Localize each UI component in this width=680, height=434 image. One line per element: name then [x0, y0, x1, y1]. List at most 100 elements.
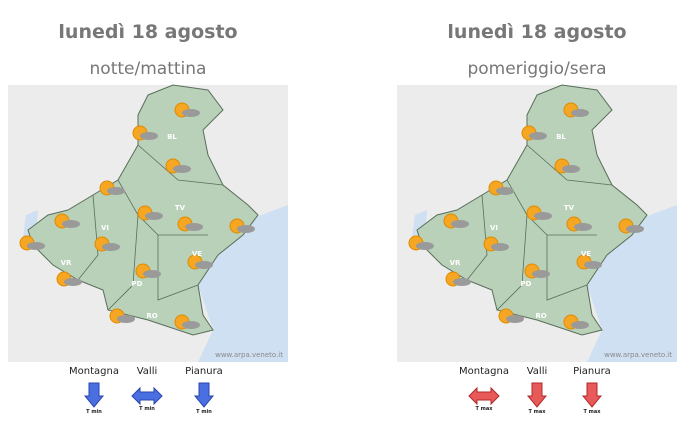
weather-icon	[94, 236, 120, 252]
weather-icon	[576, 254, 602, 270]
map-credit: www.arpa.veneto.it	[215, 351, 283, 359]
province-label: TV	[564, 204, 575, 212]
cloud	[195, 261, 213, 269]
trend-arrow	[468, 386, 500, 406]
weather-icon	[109, 308, 135, 324]
weather-icon	[132, 125, 158, 141]
weather-icon	[174, 102, 200, 118]
legend-label: Valli	[137, 366, 158, 377]
weather-icon	[618, 218, 644, 234]
cloud	[64, 278, 82, 286]
weather-icon	[524, 263, 550, 279]
weather-icon	[99, 180, 125, 196]
province-label: PD	[521, 280, 532, 288]
cloud	[584, 261, 602, 269]
cloud	[496, 187, 514, 195]
weather-icon	[54, 213, 80, 229]
cloud	[145, 212, 163, 220]
panel-title: lunedì 18 agosto	[447, 21, 626, 43]
weather-icon	[563, 314, 589, 330]
province-label: VI	[101, 224, 109, 232]
cloud	[532, 270, 550, 278]
cloud	[182, 109, 200, 117]
weather-icon	[483, 236, 509, 252]
province-label: VR	[61, 259, 72, 267]
province-label: VE	[581, 250, 591, 258]
province-label: VR	[450, 259, 461, 267]
province-label: VI	[490, 224, 498, 232]
province-label: RO	[535, 312, 546, 320]
cloud	[529, 132, 547, 140]
panel-title: lunedì 18 agosto	[58, 21, 237, 43]
cloud	[107, 187, 125, 195]
cloud	[416, 242, 434, 250]
cloud	[574, 223, 592, 231]
cloud	[117, 315, 135, 323]
cloud	[453, 278, 471, 286]
weather-icon	[521, 125, 547, 141]
trend-label: T min	[139, 406, 155, 412]
province-borders	[77, 144, 224, 311]
trend-label: T min	[86, 409, 102, 415]
cloud	[626, 225, 644, 233]
legend-label: Montagna	[69, 366, 119, 377]
cloud	[571, 321, 589, 329]
trend-label: T max	[529, 409, 547, 415]
cloud	[140, 132, 158, 140]
trend-arrow	[526, 382, 548, 408]
trend-arrow	[193, 382, 215, 408]
cloud	[451, 220, 469, 228]
cloud	[173, 165, 191, 173]
map-credit: www.arpa.veneto.it	[604, 351, 672, 359]
cloud	[182, 321, 200, 329]
cloud	[143, 270, 161, 278]
cloud	[102, 243, 120, 251]
weather-icon	[56, 271, 82, 287]
weather-icon	[443, 213, 469, 229]
province-label: VE	[192, 250, 202, 258]
legend-label: Montagna	[459, 366, 509, 377]
cloud	[562, 165, 580, 173]
trend-arrow	[83, 382, 105, 408]
weather-icon	[566, 216, 592, 232]
province-borders	[466, 144, 613, 311]
map: BL TV VI VR PD RO VE www.arpa.veneto.it	[397, 84, 677, 362]
trend-label: T max	[584, 409, 602, 415]
panel-subtitle: notte/mattina	[90, 59, 207, 79]
weather-icon	[137, 205, 163, 221]
cloud	[185, 223, 203, 231]
legend-label: Pianura	[573, 366, 611, 377]
legend-label: Pianura	[185, 366, 223, 377]
weather-icon	[135, 263, 161, 279]
cloud	[237, 225, 255, 233]
map: BL TV VI VR PD RO VE www.arpa.veneto.it	[8, 84, 288, 362]
trend-label: T max	[476, 406, 494, 412]
weather-icon	[177, 216, 203, 232]
province-label: BL	[556, 133, 566, 141]
cloud	[27, 242, 45, 250]
panel-subtitle: pomeriggio/sera	[467, 59, 606, 79]
cloud	[491, 243, 509, 251]
trend-arrow	[581, 382, 603, 408]
weather-icon	[488, 180, 514, 196]
weather-icon	[563, 102, 589, 118]
province-label: RO	[146, 312, 157, 320]
cloud	[534, 212, 552, 220]
cloud	[571, 109, 589, 117]
cloud	[62, 220, 80, 228]
weather-icon	[165, 158, 191, 174]
province-label: TV	[175, 204, 186, 212]
trend-label: T min	[196, 409, 212, 415]
weather-icon	[187, 254, 213, 270]
weather-icon	[554, 158, 580, 174]
weather-icon	[174, 314, 200, 330]
weather-icon	[445, 271, 471, 287]
legend-label: Valli	[527, 366, 548, 377]
province-label: PD	[132, 280, 143, 288]
weather-icon	[498, 308, 524, 324]
province-label: BL	[167, 133, 177, 141]
weather-icon	[229, 218, 255, 234]
weather-icon	[19, 235, 45, 251]
weather-icon	[526, 205, 552, 221]
